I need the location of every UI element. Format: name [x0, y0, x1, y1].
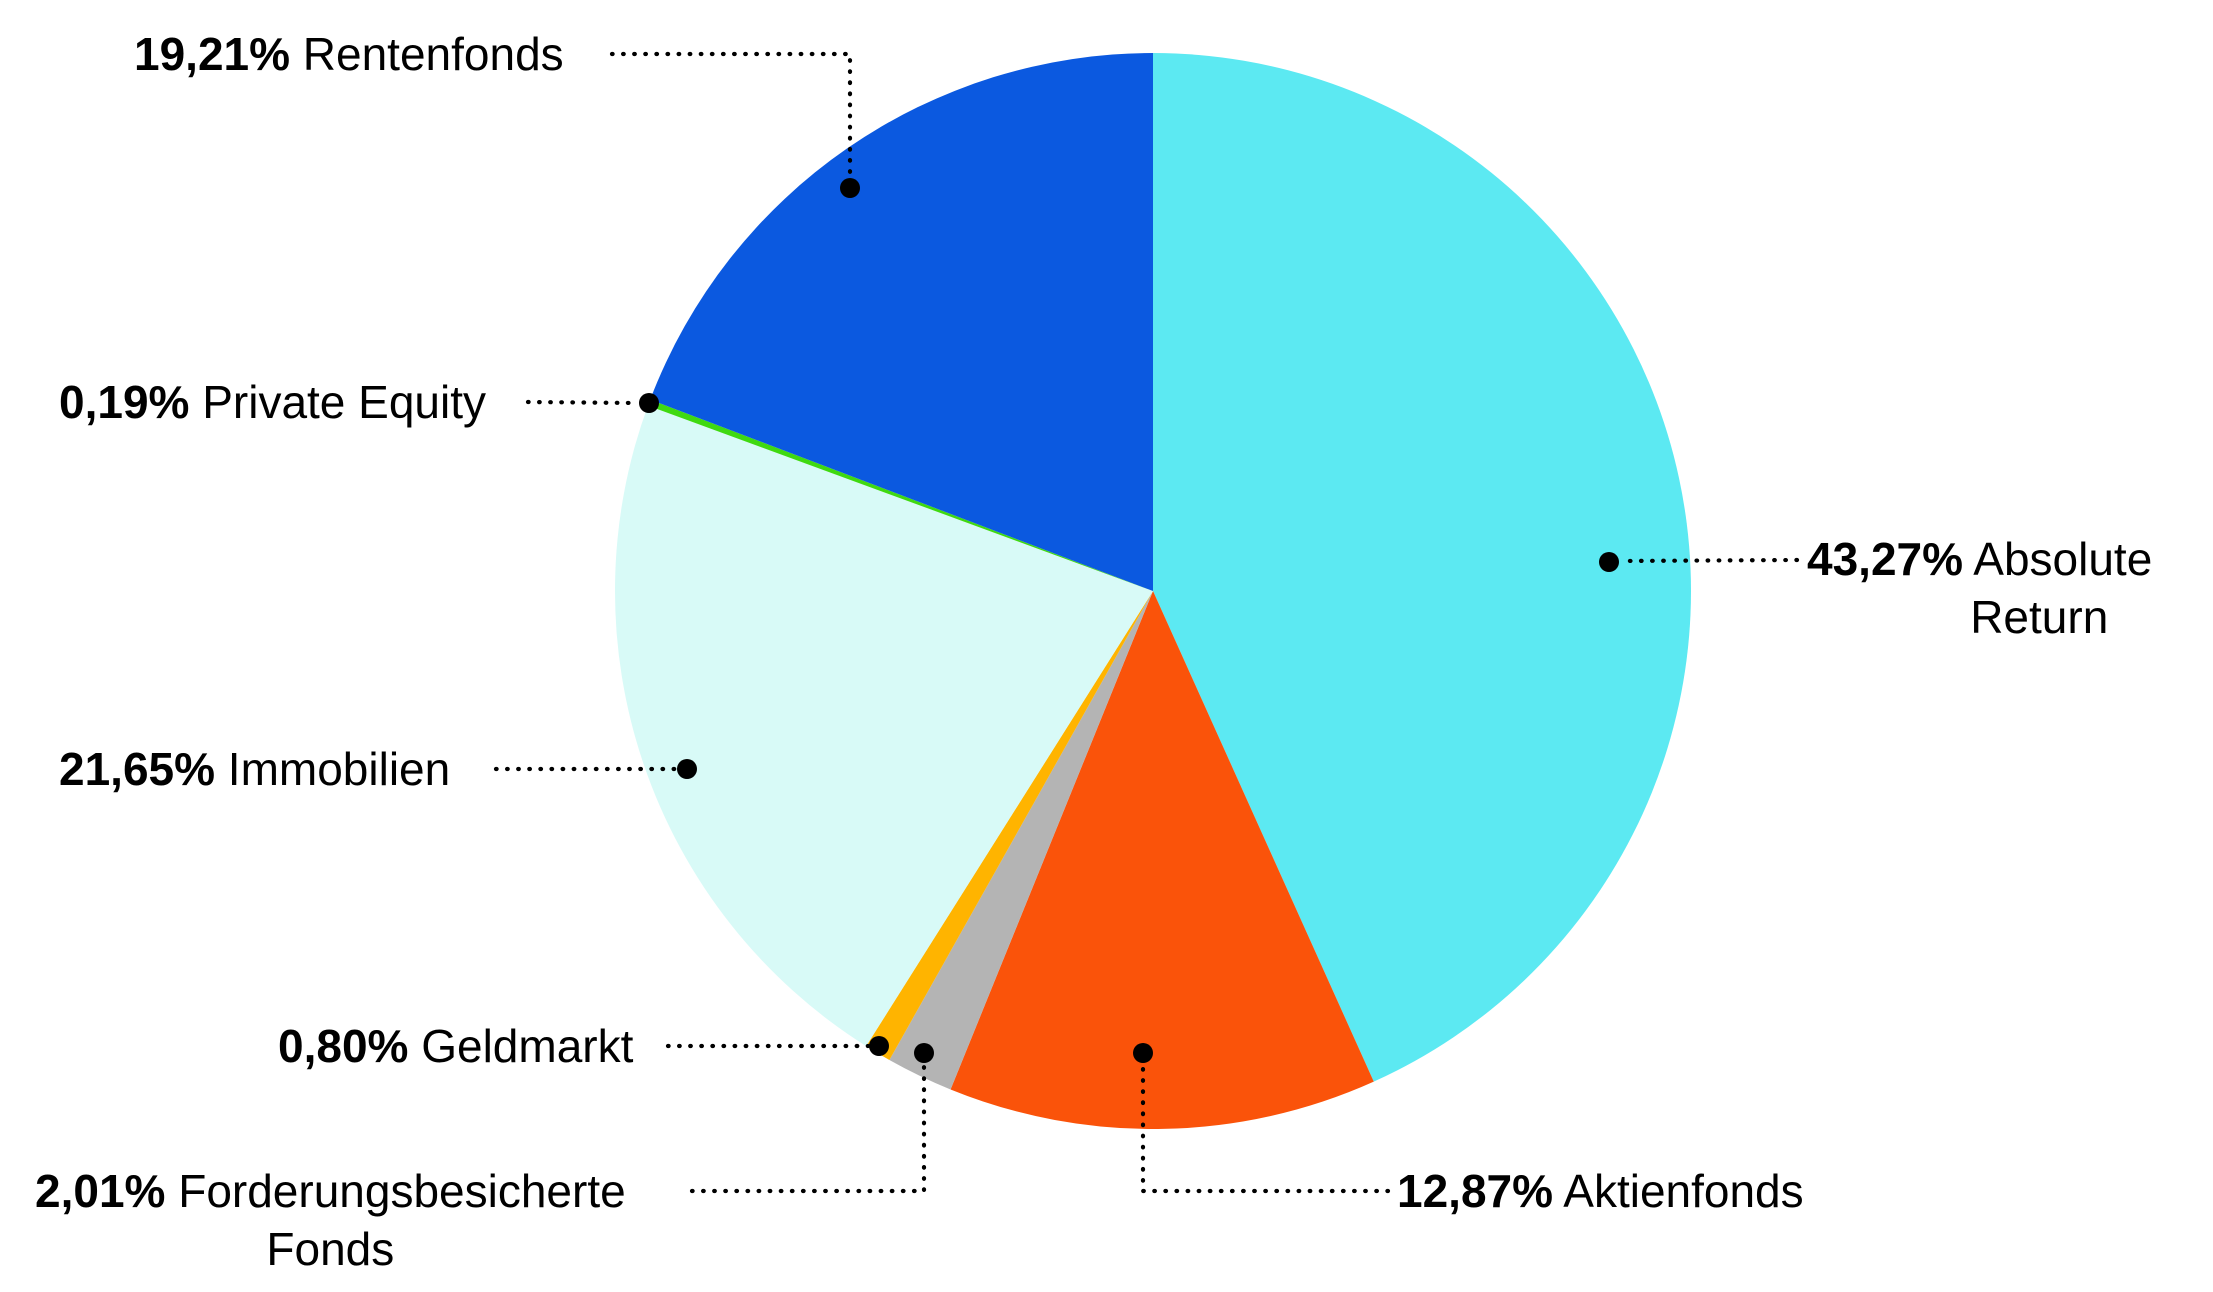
label-absolute-return-line2: Return — [1970, 591, 2109, 643]
pie-slice-immobilien — [614, 405, 1153, 1047]
dot-rentenfonds — [840, 178, 860, 198]
label-rentenfonds-name: Rentenfonds — [302, 28, 564, 80]
label-aktienfonds: 12,87% Aktienfonds — [1397, 1162, 1804, 1220]
dot-forderungsbesicherte-fonds — [914, 1043, 934, 1063]
dot-absolute-return — [1599, 552, 1619, 572]
pie-slice-aktienfonds — [950, 591, 1374, 1129]
label-rentenfonds: 19,21% Rentenfonds — [134, 25, 564, 83]
pie-slice-geldmarkt — [866, 591, 1153, 1060]
label-geldmarkt: 0,80% Geldmarkt — [278, 1017, 633, 1075]
label-absolute-return: 43,27% Absolute Return — [1807, 530, 2152, 646]
leader-forderungsbesicherte-fonds — [689, 1061, 927, 1194]
leader-dots — [639, 178, 1619, 1063]
pie-slice-rentenfonds — [650, 53, 1153, 591]
dot-immobilien — [677, 759, 697, 779]
pie-slices — [614, 53, 1691, 1129]
pie-slice-absolute-return — [1153, 53, 1691, 1082]
leader-private-equity — [525, 399, 640, 406]
label-immobilien: 21,65% Immobilien — [59, 740, 450, 798]
pie-slice-private-equity — [647, 399, 1153, 591]
dot-aktienfonds — [1133, 1043, 1153, 1063]
dot-private-equity — [639, 393, 659, 413]
label-aktienfonds-value: 12,87% — [1397, 1165, 1554, 1217]
leader-aktienfonds — [1140, 1061, 1391, 1194]
leader-rentenfonds — [609, 51, 853, 181]
label-forderungsbesicherte-fonds-line2: Fonds — [266, 1223, 395, 1275]
label-absolute-return-name: Absolute — [1973, 533, 2153, 585]
label-rentenfonds-value: 19,21% — [134, 28, 291, 80]
label-geldmarkt-value: 0,80% — [278, 1020, 409, 1072]
label-geldmarkt-name: Geldmarkt — [421, 1020, 634, 1072]
label-forderungsbesicherte-fonds-value: 2,01% — [35, 1165, 166, 1217]
pie-slice-forderungsbesicherte-fonds — [889, 591, 1153, 1090]
label-immobilien-name: Immobilien — [227, 743, 451, 795]
label-absolute-return-line1: 43,27% Absolute — [1807, 530, 2152, 588]
leader-absolute-return — [1617, 557, 1800, 564]
label-absolute-return-value: 43,27% — [1807, 533, 1964, 585]
dot-geldmarkt — [869, 1036, 889, 1056]
leader-lines — [493, 51, 1800, 1194]
label-private-equity-value: 0,19% — [59, 376, 190, 428]
label-private-equity: 0,19% Private Equity — [59, 373, 486, 431]
label-forderungsbesicherte-fonds: 2,01% Forderungsbesicherte Fonds — [35, 1162, 626, 1278]
label-aktienfonds-name: Aktienfonds — [1563, 1165, 1804, 1217]
label-forderungsbesicherte-fonds-name: Forderungsbesicherte — [178, 1165, 626, 1217]
label-forderungsbesicherte-fonds-line1: 2,01% Forderungsbesicherte — [35, 1162, 626, 1220]
label-immobilien-value: 21,65% — [59, 743, 216, 795]
label-private-equity-name: Private Equity — [202, 376, 487, 428]
